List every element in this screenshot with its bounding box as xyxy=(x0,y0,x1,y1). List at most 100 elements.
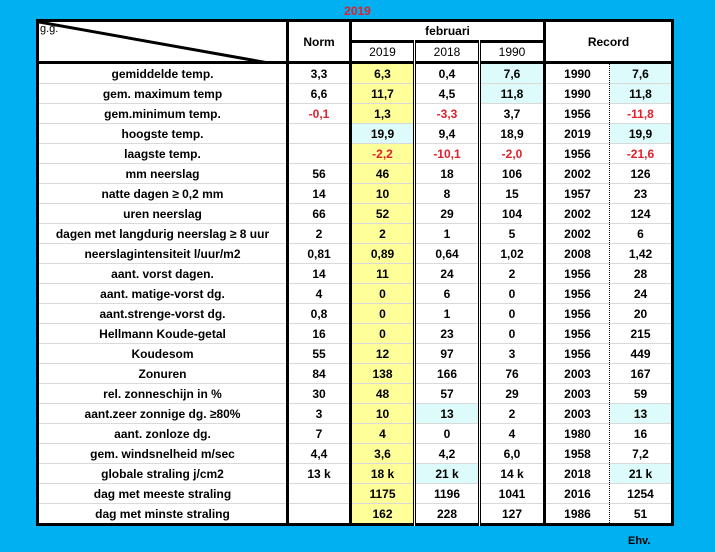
cell-value-2018: 13 xyxy=(413,403,480,424)
cell-value-1990: 1041 xyxy=(478,483,545,504)
cell-norm: 14 xyxy=(286,263,351,284)
cell-norm: 0,81 xyxy=(286,243,351,264)
table-row: gemiddelde temp. 3,3 6,3 0,4 7,6 1990 7,6 xyxy=(38,62,673,84)
cell-value-2019: 138 xyxy=(349,363,415,384)
row-label: gemiddelde temp. xyxy=(111,66,214,81)
month-header: februari xyxy=(349,20,545,43)
cell-norm: 16 xyxy=(286,323,351,344)
cell-value-2018: 21 k xyxy=(413,463,480,484)
cell-record-value: 167 xyxy=(609,363,673,384)
cell-value-1990: 11,8 xyxy=(478,83,545,104)
table-row: gem. maximum temp 6,6 11,7 4,5 11,8 1990 11,8 xyxy=(37,83,673,104)
table-row: aant. zonloze dg. 7 4 0 4 1980 16 xyxy=(37,423,673,444)
cell-value-1990: -2,0 xyxy=(478,143,545,164)
cell-norm xyxy=(286,483,351,504)
cell-value-2018: 4,2 xyxy=(413,443,480,464)
row-label: natte dagen ≥ 0,2 mm xyxy=(37,183,288,204)
cell-value-2018: -10,1 xyxy=(413,143,480,164)
cell-value-2018: 23 xyxy=(413,323,480,344)
row-label: Zonuren xyxy=(37,363,288,384)
cell-value-1990: 15 xyxy=(478,183,545,204)
cell-record-year: 1956 xyxy=(543,303,610,324)
cell-norm: 6,6 xyxy=(286,83,351,104)
cell-norm: 14 xyxy=(286,183,351,204)
cell-value-1990: 3 xyxy=(478,343,545,364)
cell-record-year: 1956 xyxy=(543,283,610,304)
cell-value-2018: 9,4 xyxy=(413,123,480,144)
cell-value-1990: 76 xyxy=(478,363,545,384)
cell-norm: 4 xyxy=(286,283,351,304)
year-header-1990: 1990 xyxy=(478,41,545,63)
cell-value-1990: 2 xyxy=(478,403,545,424)
cell-record-value: 16 xyxy=(609,423,673,444)
cell-value-1990: 5 xyxy=(478,223,545,244)
row-label: dag met minste straling xyxy=(37,503,288,525)
cell-record-value: 23 xyxy=(609,183,673,204)
cell-record-value: 59 xyxy=(609,383,673,404)
row-label: dag met meeste straling xyxy=(37,483,288,504)
cell-value-2019: 11 xyxy=(349,263,415,284)
table-row: globale straling j/cm2 13 k 18 k 21 k 14 k 20… xyxy=(37,463,673,484)
cell-record-year: 1956 xyxy=(543,343,610,364)
cell-value-2019: 46 xyxy=(349,163,415,184)
cell-record-value: 19,9 xyxy=(609,123,673,144)
cell-record-year: 1958 xyxy=(543,443,610,464)
table-row: laagste temp. -2,2 -10,1 -2,0 1956 -21,6 xyxy=(37,143,673,164)
cell-value-2018: 0,4 xyxy=(413,62,480,84)
table-row: dag met meeste straling 1175 1196 1041 2016 1… xyxy=(37,483,673,504)
cell-value-2019: 1175 xyxy=(349,483,415,504)
table-row: neerslagintensiteit l/uur/m2 0,81 0,89 0,64… xyxy=(37,243,673,264)
cell-value-2019: 12 xyxy=(349,343,415,364)
cell-norm xyxy=(286,143,351,164)
cell-norm: 30 xyxy=(286,383,351,404)
year-header-2018: 2018 xyxy=(413,41,480,63)
cell-value-2019: 0 xyxy=(349,283,415,304)
cell-value-1990: 106 xyxy=(478,163,545,184)
cell-value-2018: 228 xyxy=(413,503,480,525)
cell-value-2018: 6 xyxy=(413,283,480,304)
row-label: Hellmann Koude-getal xyxy=(37,323,288,344)
cell-norm: 3,3 xyxy=(286,62,351,84)
cell-value-1990: 127 xyxy=(478,503,545,525)
row-label: Koudesom xyxy=(37,343,288,364)
corner-header: g.g. xyxy=(38,21,288,63)
table-row: aant. matige-vorst dg. 4 0 6 0 1956 24 xyxy=(37,283,673,304)
cell-value-2019: 11,7 xyxy=(349,83,415,104)
cell-value-2019: 1,3 xyxy=(349,103,415,124)
cell-value-2019: 10 xyxy=(349,403,415,424)
cell-record-value: 126 xyxy=(609,163,673,184)
table-row: natte dagen ≥ 0,2 mm 14 10 8 15 1957 23 xyxy=(37,183,673,204)
cell-value-2019: -2,2 xyxy=(349,143,415,164)
cell-value-2018: 57 xyxy=(413,383,480,404)
table-row: mm neerslag 56 46 18 106 2002 126 xyxy=(37,163,673,184)
table-row: aant.strenge-vorst dg. 0,8 0 1 0 1956 20 xyxy=(37,303,673,324)
cell-record-year: 2016 xyxy=(543,483,610,504)
cell-norm xyxy=(286,123,351,144)
cell-norm: -0,1 xyxy=(286,103,351,124)
cell-record-year: 2008 xyxy=(543,243,610,264)
cell-value-2018: 8 xyxy=(413,183,480,204)
cell-value-2018: 24 xyxy=(413,263,480,284)
cell-norm: 4,4 xyxy=(286,443,351,464)
diagonal-line xyxy=(39,22,275,63)
cell-record-year: 2002 xyxy=(543,223,610,244)
cell-value-2018: 29 xyxy=(413,203,480,224)
corner-label: g.g. xyxy=(40,23,59,35)
cell-record-year: 1990 xyxy=(543,62,610,84)
cell-value-2019: 0,89 xyxy=(349,243,415,264)
cell-value-2019: 48 xyxy=(349,383,415,404)
norm-header: Norm xyxy=(286,20,351,63)
cell-record-year: 1956 xyxy=(543,143,610,164)
cell-record-year: 2002 xyxy=(543,203,610,224)
cell-record-year: 1986 xyxy=(543,503,610,525)
cell-record-value: 11,8 xyxy=(609,83,673,104)
cell-value-2019: 0 xyxy=(349,323,415,344)
cell-value-2018: -3,3 xyxy=(413,103,480,124)
row-label: rel. zonneschijn in % xyxy=(37,383,288,404)
cell-value-2019: 52 xyxy=(349,203,415,224)
table-row: dag met minste straling 162 228 127 1986 51 xyxy=(37,503,673,525)
cell-record-year: 2003 xyxy=(543,403,610,424)
cell-value-1990: 29 xyxy=(478,383,545,404)
cell-record-value: -11,8 xyxy=(609,103,673,124)
cell-value-1990: 104 xyxy=(478,203,545,224)
